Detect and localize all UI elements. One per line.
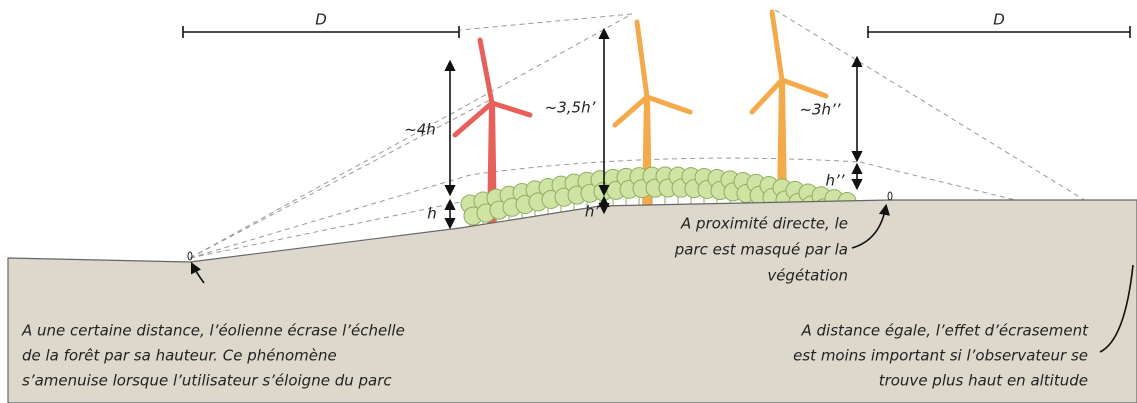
height-label: h bbox=[427, 205, 437, 223]
annotation-line: A une certaine distance, l’éolienne écra… bbox=[21, 322, 405, 340]
annotation-line: A distance égale, l’effet d’écrasement bbox=[801, 322, 1090, 340]
height-label: h’ bbox=[585, 203, 600, 221]
ratio-label: ~3h’’ bbox=[799, 101, 840, 119]
observer bbox=[188, 252, 192, 260]
annotation-line: végétation bbox=[767, 267, 848, 285]
distance-label: D bbox=[315, 11, 327, 29]
annotation-line: est moins important si l’observateur se bbox=[793, 347, 1088, 365]
height-label: h’’ bbox=[825, 172, 844, 190]
annotation-line: parc est masqué par la bbox=[674, 241, 848, 259]
annotation-line: s’amenuise lorsque l’utilisateur s’éloig… bbox=[22, 372, 392, 390]
annotation-line: de la forêt par sa hauteur. Ce phénomène bbox=[22, 347, 337, 365]
observer bbox=[888, 192, 892, 200]
annotation-line: trouve plus haut en altitude bbox=[879, 372, 1088, 390]
annotation-line: A proximité directe, le bbox=[680, 215, 848, 233]
diagram: D D ~4h h ~3,5h’ h’ ~3h’’ h’’ A une cert… bbox=[0, 0, 1137, 403]
distance-label: D bbox=[993, 11, 1005, 29]
ratio-label: ~3,5h’ bbox=[545, 99, 596, 117]
ratio-label: ~4h bbox=[404, 121, 436, 139]
